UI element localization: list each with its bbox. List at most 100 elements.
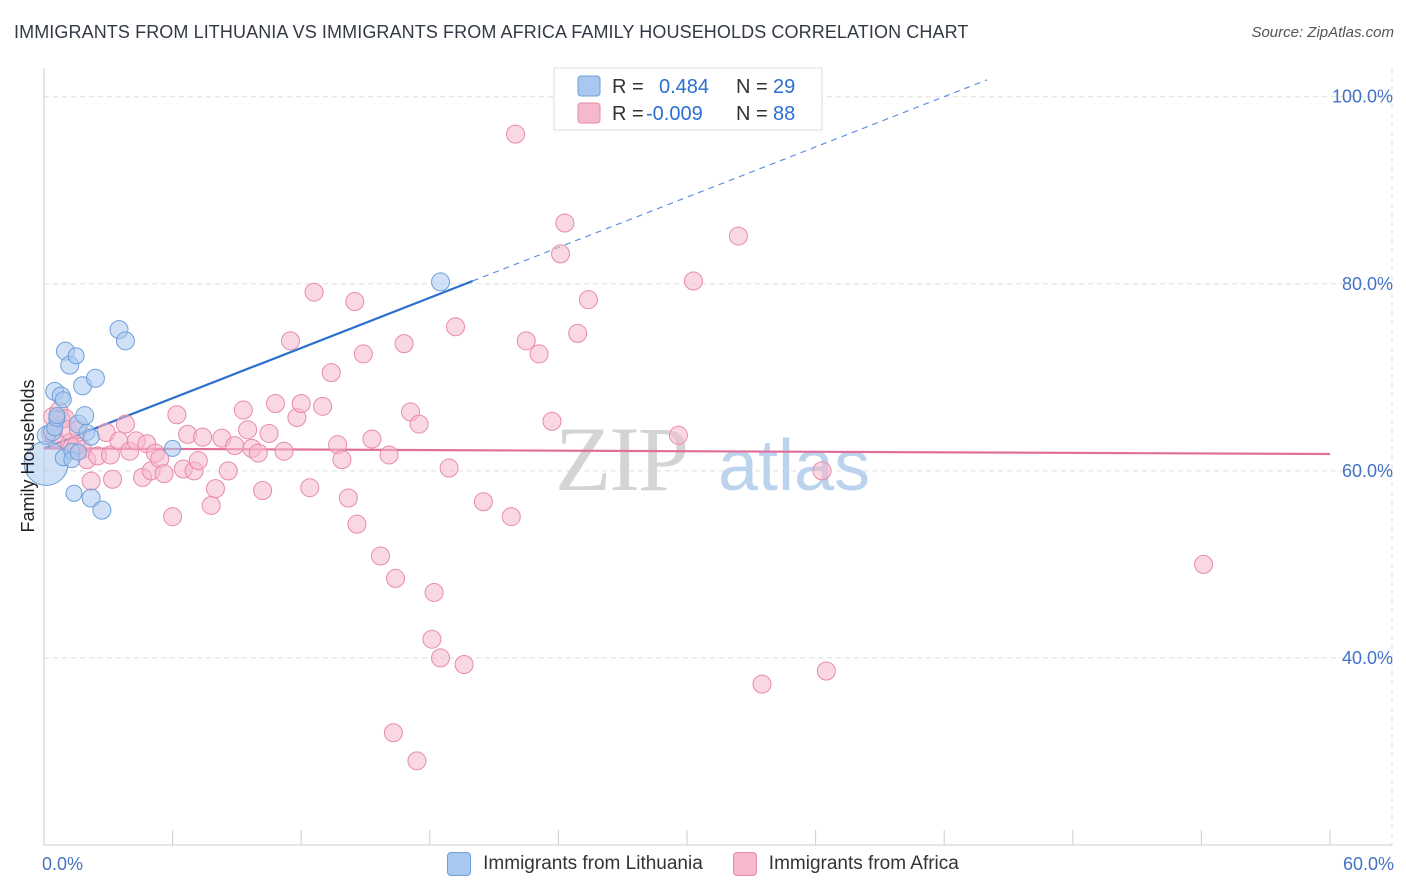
point-africa [446, 317, 466, 337]
chart-title: IMMIGRANTS FROM LITHUANIA VS IMMIGRANTS … [14, 22, 969, 42]
point-lithuania [85, 368, 105, 388]
point-lithuania [75, 406, 95, 426]
stats-legend: R = 0.484 N = 29 R = -0.009 N = 88 [553, 67, 823, 131]
point-africa [668, 425, 688, 445]
point-africa [812, 461, 832, 481]
point-africa [568, 323, 588, 343]
point-africa [248, 443, 268, 463]
point-africa [347, 514, 367, 534]
point-africa [409, 414, 429, 434]
series-legend: Immigrants from Lithuania Immigrants fro… [0, 852, 1406, 876]
point-africa [439, 458, 459, 478]
point-africa [345, 292, 365, 312]
point-africa [313, 396, 333, 416]
legend-n-value-1: 29 [773, 76, 795, 98]
point-africa [233, 400, 253, 420]
point-lithuania [65, 484, 83, 502]
point-lithuania [82, 428, 100, 446]
point-africa [454, 654, 474, 674]
point-africa [422, 629, 442, 649]
point-africa [424, 582, 444, 602]
tick-labels: 100.0% 80.0% 60.0% 40.0% 0.0% 60.0% [42, 87, 1394, 874]
point-africa [394, 334, 414, 354]
point-africa [201, 495, 221, 515]
data-points [23, 124, 1214, 771]
point-africa [225, 436, 245, 456]
point-africa [683, 271, 703, 291]
legend-swatch-blue [577, 75, 601, 97]
trend-line-lithuania [43, 279, 474, 450]
point-africa [259, 423, 279, 443]
point-africa [362, 429, 382, 449]
point-africa [516, 331, 536, 351]
point-africa [291, 394, 311, 414]
point-africa [280, 331, 300, 351]
point-lithuania [69, 443, 87, 461]
legend-swatch-pink [577, 102, 601, 124]
point-africa [1194, 554, 1214, 574]
point-africa [103, 469, 123, 489]
point-africa [473, 492, 493, 512]
x-tick-label: 60.0% [1343, 854, 1394, 874]
point-africa [542, 411, 562, 431]
point-africa [167, 405, 187, 425]
point-lithuania [81, 488, 101, 508]
watermark-zip: ZIP [555, 408, 687, 510]
point-lithuania [164, 439, 182, 457]
point-lithuania [67, 347, 85, 365]
grid-lines [44, 68, 1393, 845]
y-tick-label: 100.0% [1332, 87, 1393, 107]
point-africa [431, 648, 451, 668]
point-africa [253, 480, 273, 500]
legend-r-value-1: 0.484 [659, 76, 709, 98]
point-africa [163, 507, 183, 527]
point-africa [501, 507, 521, 527]
point-africa [379, 445, 399, 465]
point-lithuania [92, 500, 112, 520]
legend-label-africa: Immigrants from Africa [768, 853, 959, 874]
point-africa [188, 451, 208, 471]
point-africa [332, 450, 352, 470]
point-africa [371, 546, 391, 566]
watermark-atlas: atlas [718, 426, 870, 506]
legend-item-africa[interactable]: Immigrants from Africa [732, 852, 959, 876]
y-tick-label: 60.0% [1342, 461, 1393, 481]
legend-swatch-lithuania [447, 852, 472, 876]
point-africa [338, 488, 358, 508]
point-africa [274, 441, 294, 461]
point-africa [205, 479, 225, 499]
point-africa [551, 244, 571, 264]
point-africa [154, 464, 174, 484]
point-africa [100, 445, 120, 465]
point-africa [115, 414, 135, 434]
point-africa [506, 124, 526, 144]
point-africa [238, 420, 258, 440]
legend-item-lithuania[interactable]: Immigrants from Lithuania [447, 852, 703, 876]
point-africa [816, 661, 836, 681]
legend-n-value-2: 88 [773, 103, 795, 125]
point-lithuania [54, 391, 72, 409]
point-africa [353, 344, 373, 364]
y-tick-label: 40.0% [1342, 648, 1393, 668]
y-tick-label: 80.0% [1342, 274, 1393, 294]
point-africa [81, 471, 101, 491]
point-africa [304, 282, 324, 302]
point-africa [300, 478, 320, 498]
point-africa [321, 363, 341, 383]
point-africa [265, 394, 285, 414]
legend-n-label-2: N = [736, 103, 768, 125]
watermark: ZIP atlas [555, 408, 870, 510]
point-africa [407, 751, 427, 771]
point-africa [218, 461, 238, 481]
legend-n-label-1: N = [736, 76, 768, 98]
legend-r-label-2: R = [612, 103, 644, 125]
point-africa [728, 226, 748, 246]
point-africa [386, 568, 406, 588]
legend-r-value-2: -0.009 [646, 103, 703, 125]
point-africa [578, 290, 598, 310]
trend-lines [43, 79, 1331, 456]
legend-swatch-africa [732, 852, 757, 876]
legend-r-label-1: R = [612, 76, 644, 98]
legend-label-lithuania: Immigrants from Lithuania [483, 853, 703, 874]
point-africa [383, 723, 403, 743]
